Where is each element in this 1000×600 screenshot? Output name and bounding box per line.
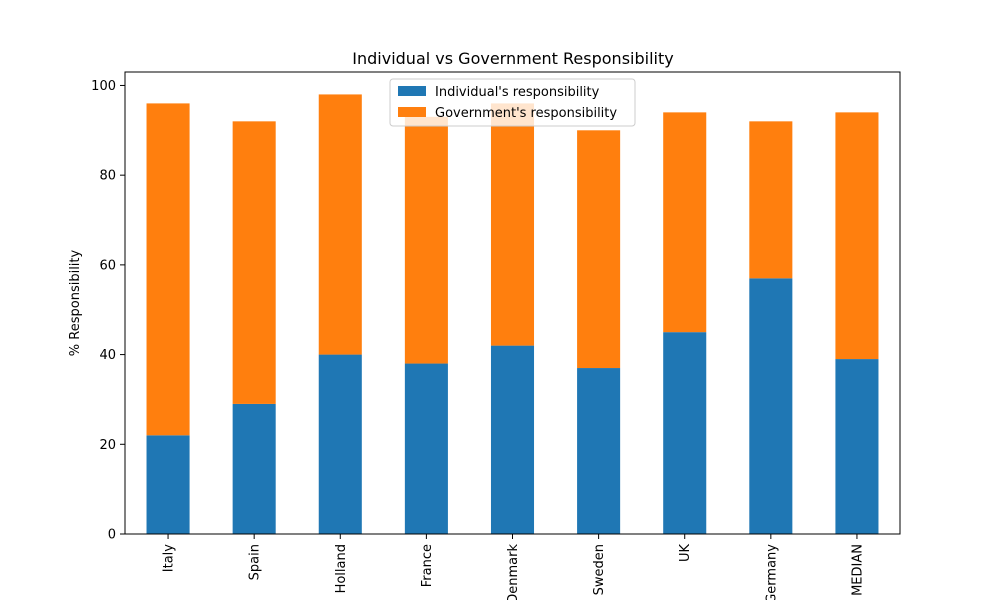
x-tick-label-median: MEDIAN	[850, 544, 865, 596]
bar-individual-italy	[146, 435, 190, 534]
bar-individual-spain	[232, 403, 276, 534]
y-tick-label: 60	[99, 258, 116, 273]
bar-individual-sweden	[577, 368, 621, 534]
bar-government-germany	[749, 121, 793, 279]
legend-label-individual: Individual's responsibility	[435, 85, 600, 100]
x-tick-label-denmark: Denmark	[506, 544, 521, 600]
bar-government-holland	[318, 94, 362, 355]
legend-label-government: Government's responsibility	[435, 106, 617, 121]
y-axis: 0 20 40 60 80 100	[91, 79, 125, 543]
legend-swatch-individual	[398, 86, 426, 96]
x-tick-label-italy: Italy	[162, 544, 177, 573]
legend: Individual's responsibility Government's …	[389, 78, 636, 127]
legend-swatch-government	[398, 107, 426, 117]
x-tick-label-holland: Holland	[334, 544, 349, 593]
chart-title: Individual vs Government Responsibility	[352, 49, 673, 68]
x-tick-label-germany: Germany	[764, 544, 779, 600]
y-tick-label: 0	[108, 528, 116, 543]
bar-individual-uk	[663, 332, 707, 534]
bar-government-sweden	[577, 130, 621, 369]
bar-government-median	[835, 112, 879, 360]
x-tick-label-sweden: Sweden	[592, 544, 607, 595]
y-tick-label: 40	[99, 348, 116, 363]
x-tick-label-france: France	[420, 544, 435, 587]
bar-individual-denmark	[490, 345, 535, 534]
bar-individual-median	[835, 359, 879, 534]
x-tick-label-uk: UK	[678, 544, 693, 563]
bar-government-spain	[232, 121, 276, 404]
bar-government-france	[404, 116, 448, 364]
y-axis-label: % Responsibility	[68, 249, 83, 356]
x-tick-label-spain: Spain	[248, 544, 263, 580]
bar-government-italy	[146, 103, 190, 436]
y-tick-label: 20	[99, 438, 116, 453]
bar-individual-holland	[318, 354, 362, 534]
y-tick-label: 100	[91, 79, 116, 94]
x-axis: Italy Spain Holland France Denmark Sweden UK Ge…	[162, 534, 865, 600]
plot-frame	[124, 71, 901, 535]
y-tick-label: 80	[99, 169, 116, 184]
bar-individual-germany	[749, 278, 793, 534]
bar-individual-france	[404, 363, 448, 534]
legend-box	[389, 78, 636, 127]
bar-government-uk	[663, 112, 707, 333]
bars-group	[146, 94, 879, 534]
bar-government-denmark	[490, 103, 535, 346]
